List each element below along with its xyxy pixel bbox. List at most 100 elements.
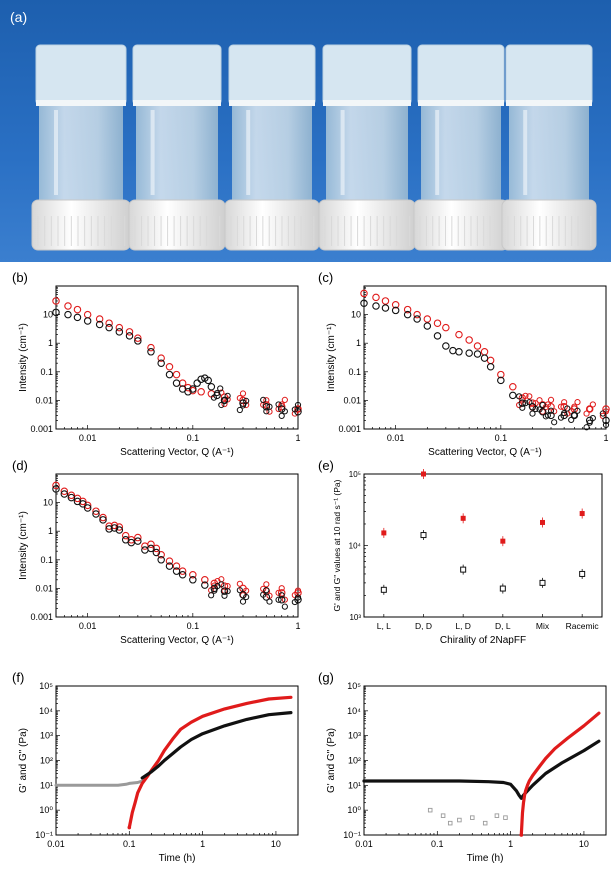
vial-glass [509, 106, 589, 201]
data-point [83, 310, 92, 319]
data-point [83, 317, 92, 325]
vial-glass [232, 106, 312, 201]
data-point [99, 516, 107, 524]
y-tick-label: 0.001 [338, 424, 361, 434]
data-point [239, 390, 247, 397]
series-line [54, 779, 144, 787]
data-point [455, 330, 463, 339]
vial-gel-top [132, 44, 222, 106]
y-tick-label: 10⁰ [347, 805, 361, 815]
data-point [208, 592, 215, 599]
data-point [134, 537, 142, 545]
x-tick-label: 1 [295, 433, 300, 443]
data-point [95, 320, 104, 329]
data-point [482, 820, 488, 826]
panel-label-f: (f) [12, 670, 24, 685]
x-axis-label: Chirality of 2NapFF [440, 635, 526, 646]
data-point [52, 297, 60, 305]
x-tick-label: 0.1 [495, 433, 508, 443]
panel-label-e: (e) [318, 458, 334, 473]
y-tick-label: 10² [40, 756, 53, 766]
data-point [380, 586, 387, 593]
glass-highlight [150, 110, 155, 195]
vial-cap [413, 199, 509, 251]
data-point [263, 587, 270, 594]
data-point [220, 582, 229, 590]
data-point [571, 412, 578, 419]
x-tick-label: 0.01 [355, 839, 373, 849]
y-tick-label: 10 [351, 310, 361, 320]
data-point [391, 306, 400, 315]
plot-frame [363, 685, 607, 836]
glass-highlight [523, 110, 528, 195]
data-point [239, 402, 247, 409]
x-axis-label: Time (h) [159, 853, 196, 864]
series-red [52, 481, 302, 603]
data-point [83, 501, 92, 510]
vial-2 [128, 44, 226, 251]
x-tick-label: 0.1 [431, 839, 444, 849]
x-tick-label: 10 [271, 839, 281, 849]
data-point [497, 376, 505, 385]
data-point [197, 388, 205, 396]
panel-label-c: (c) [318, 270, 333, 285]
data-point [67, 493, 76, 502]
data-point [449, 346, 457, 355]
data-point [526, 399, 533, 406]
data-point [440, 813, 446, 818]
vial-5 [413, 44, 509, 251]
data-point [583, 410, 590, 417]
y-tick-label: 10⁻¹ [343, 830, 361, 840]
series-red [381, 469, 585, 547]
category-label: L, L [377, 621, 391, 631]
y-tick-label: 1 [356, 338, 361, 348]
data-point [539, 401, 546, 409]
data-point [547, 411, 555, 420]
x-tick-label: 0.1 [187, 433, 200, 443]
data-point [189, 571, 197, 579]
y-tick-label: 10 [43, 498, 53, 508]
plot-frame [55, 685, 299, 836]
data-point [499, 585, 506, 592]
data-point [218, 401, 225, 409]
data-point [201, 576, 209, 584]
data-point [221, 397, 228, 404]
data-point [561, 399, 568, 406]
vial-6 [501, 44, 597, 251]
vial-cap [128, 199, 226, 251]
data-point [134, 533, 142, 542]
data-point [115, 526, 124, 534]
y-tick-label: 0.001 [30, 612, 53, 622]
data-point [165, 557, 174, 565]
data-point [403, 310, 412, 319]
vial-gel-top [228, 44, 316, 106]
data-point [518, 399, 527, 407]
data-point [134, 337, 142, 345]
data-point [497, 370, 505, 379]
data-point [460, 515, 466, 521]
data-point [275, 405, 282, 413]
series-grey-scatter [427, 807, 508, 826]
data-point [125, 328, 134, 336]
series-black [140, 711, 293, 780]
plot-frame [55, 285, 299, 430]
data-point [189, 385, 197, 393]
y-axis-label: Intensity (cm⁻¹) [18, 511, 29, 580]
data-point [281, 396, 288, 403]
data-point [442, 323, 450, 332]
data-point [391, 301, 400, 309]
y-tick-label: 0.01 [35, 583, 53, 593]
data-point [433, 332, 442, 340]
series-black [380, 530, 586, 595]
data-point [60, 490, 69, 498]
data-point [599, 410, 606, 417]
chart-d: 0.01 0.1 1 0.001 0.01 0.1 1 10 100 Scattering Vec… [18, 262, 302, 646]
y-tick-label: 10² [348, 756, 361, 766]
data-point [360, 289, 368, 298]
data-point [516, 393, 523, 400]
vial-gel-top [417, 44, 505, 106]
gel-meniscus [36, 100, 126, 106]
series-red [360, 289, 610, 419]
data-point [589, 401, 596, 408]
data-point [236, 587, 243, 594]
